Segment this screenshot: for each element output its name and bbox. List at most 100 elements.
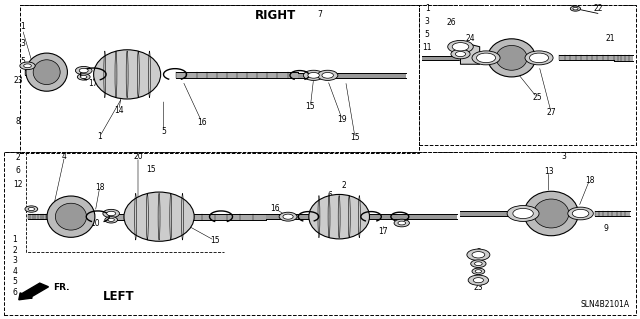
Circle shape <box>476 53 495 63</box>
Text: 22: 22 <box>593 4 602 13</box>
Circle shape <box>279 212 297 221</box>
Circle shape <box>107 211 116 216</box>
Bar <box>25 70 39 75</box>
Circle shape <box>570 6 580 11</box>
Circle shape <box>572 209 589 218</box>
Circle shape <box>24 64 31 68</box>
Text: 2: 2 <box>12 246 17 255</box>
Text: 14: 14 <box>346 218 355 227</box>
Text: 26: 26 <box>446 18 456 27</box>
Text: 15: 15 <box>350 133 360 142</box>
Text: 16: 16 <box>197 117 207 127</box>
Circle shape <box>322 72 333 78</box>
Circle shape <box>76 66 92 75</box>
Text: 13: 13 <box>544 167 554 176</box>
Circle shape <box>467 249 490 261</box>
Circle shape <box>470 260 486 268</box>
Circle shape <box>472 51 500 65</box>
Text: 23: 23 <box>474 283 483 292</box>
Text: 1: 1 <box>12 235 17 244</box>
Ellipse shape <box>26 53 67 91</box>
Text: 16: 16 <box>271 204 280 213</box>
Ellipse shape <box>496 46 527 70</box>
Text: 12: 12 <box>13 180 22 189</box>
Bar <box>28 214 49 219</box>
Circle shape <box>108 218 115 221</box>
Text: 23: 23 <box>13 76 23 85</box>
Circle shape <box>77 74 90 80</box>
Circle shape <box>308 72 319 78</box>
Text: 10: 10 <box>90 219 100 228</box>
Text: 5: 5 <box>12 277 17 286</box>
Text: 27: 27 <box>547 108 556 117</box>
Circle shape <box>448 41 473 53</box>
Bar <box>595 211 630 216</box>
Text: 3: 3 <box>561 152 566 161</box>
Text: 2: 2 <box>476 248 481 257</box>
Text: 17: 17 <box>378 227 387 236</box>
Text: 18: 18 <box>95 183 104 192</box>
Text: 13: 13 <box>154 197 164 206</box>
Text: 5: 5 <box>20 57 25 66</box>
Circle shape <box>468 275 488 285</box>
Text: 4: 4 <box>476 259 481 268</box>
Circle shape <box>513 208 533 219</box>
Ellipse shape <box>524 191 579 236</box>
Text: 2: 2 <box>342 181 347 190</box>
Text: 7: 7 <box>317 11 323 19</box>
Text: 5: 5 <box>425 30 429 39</box>
Circle shape <box>456 51 466 56</box>
Circle shape <box>507 205 539 221</box>
Bar <box>4 152 636 315</box>
Ellipse shape <box>56 203 86 230</box>
Circle shape <box>473 278 483 283</box>
Circle shape <box>103 209 120 218</box>
Ellipse shape <box>488 39 536 77</box>
Circle shape <box>398 221 406 225</box>
Polygon shape <box>461 42 479 64</box>
Text: 9: 9 <box>604 224 609 233</box>
Ellipse shape <box>93 50 161 99</box>
Text: 1: 1 <box>425 4 429 13</box>
Text: 1: 1 <box>20 22 25 31</box>
Text: 1: 1 <box>97 132 102 141</box>
Bar <box>20 5 419 153</box>
Circle shape <box>451 49 470 59</box>
Text: 20: 20 <box>133 152 143 161</box>
Circle shape <box>79 68 88 73</box>
Circle shape <box>475 270 481 273</box>
Text: 18: 18 <box>585 176 595 185</box>
Ellipse shape <box>309 195 369 239</box>
Text: 3: 3 <box>20 39 25 48</box>
Bar <box>113 214 266 219</box>
Circle shape <box>472 268 484 274</box>
Text: 15: 15 <box>146 165 156 174</box>
Text: 6: 6 <box>12 288 17 297</box>
Bar <box>419 5 636 145</box>
FancyArrow shape <box>19 283 49 300</box>
Text: 15: 15 <box>210 236 220 245</box>
Text: 6: 6 <box>327 190 332 200</box>
Circle shape <box>568 207 593 220</box>
Circle shape <box>394 219 410 227</box>
Circle shape <box>283 214 293 219</box>
Bar <box>461 211 521 216</box>
Text: 4: 4 <box>62 152 67 161</box>
Circle shape <box>452 43 468 51</box>
Circle shape <box>25 206 38 212</box>
Text: 3: 3 <box>12 256 17 265</box>
Text: 2: 2 <box>15 153 20 162</box>
Text: 6: 6 <box>476 271 481 280</box>
Circle shape <box>474 262 482 266</box>
Circle shape <box>20 62 35 70</box>
Bar <box>614 55 633 61</box>
Text: 24: 24 <box>465 34 475 43</box>
Text: 17: 17 <box>88 79 98 88</box>
Text: 3: 3 <box>425 17 429 26</box>
Text: 15: 15 <box>306 102 316 111</box>
Circle shape <box>28 207 35 211</box>
Ellipse shape <box>124 192 194 241</box>
Bar <box>422 56 483 60</box>
Circle shape <box>303 70 324 80</box>
Circle shape <box>525 51 553 65</box>
